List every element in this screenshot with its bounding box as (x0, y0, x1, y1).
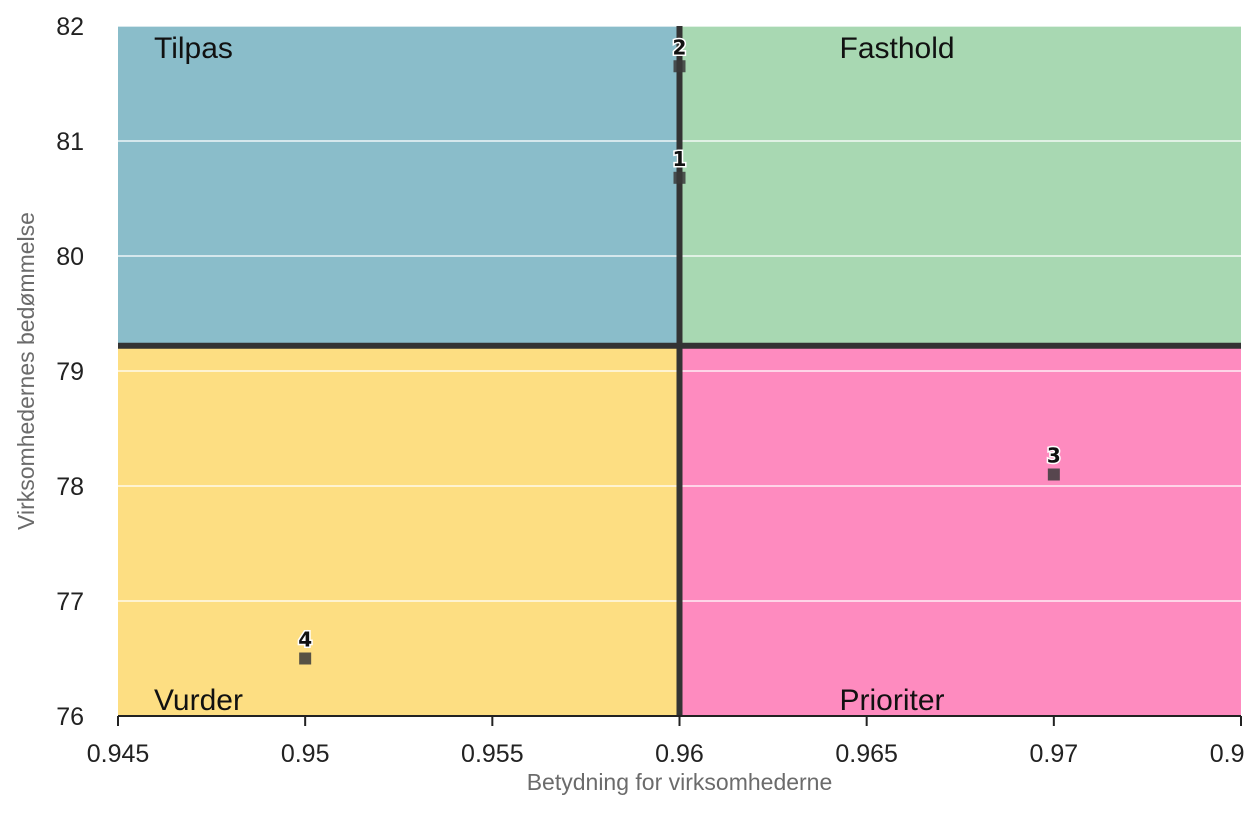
data-point-label: 2 (673, 35, 687, 59)
y-tick-label: 79 (56, 358, 84, 386)
y-tick-label: 76 (56, 703, 84, 731)
x-tick-label: 0.965 (835, 740, 898, 768)
x-tick-label: 0.975 (1210, 740, 1245, 768)
quadrant-vurder (118, 345, 680, 716)
quadrant-label-fasthold: Fasthold (840, 32, 955, 65)
x-tick-label: 0.945 (87, 740, 150, 768)
x-tick-label: 0.955 (461, 740, 524, 768)
data-point-marker (673, 171, 686, 184)
data-point-marker (1047, 468, 1060, 481)
x-tick-label: 0.96 (655, 740, 704, 768)
y-tick-label: 78 (56, 473, 84, 501)
data-points: 1 2 3 4 (297, 34, 1062, 665)
y-tick-label: 81 (56, 128, 84, 156)
quadrant-labels: Tilpas Fasthold Vurder Prioriter (154, 32, 955, 717)
y-tick-label: 80 (56, 243, 84, 271)
data-point-label: 3 (1047, 444, 1061, 468)
data-point-label: 4 (298, 628, 312, 652)
quadrant-label-vurder: Vurder (154, 684, 243, 717)
data-point-marker (673, 60, 686, 73)
quadrant-fasthold (679, 26, 1241, 346)
quadrant-dividers (118, 26, 1241, 716)
data-point-label: 1 (673, 147, 687, 171)
quadrant-label-tilpas: Tilpas (154, 32, 233, 65)
quadrant-prioriter (679, 345, 1241, 716)
data-point-marker (299, 652, 312, 665)
x-axis-title: Betydning for virksomhederne (527, 769, 833, 795)
axes: 0.945 0.95 0.955 0.96 0.965 0.97 0.975 76 77 78 79… (56, 13, 1245, 768)
x-tick-label: 0.95 (281, 740, 330, 768)
quadrant-tilpas (118, 26, 680, 346)
y-tick-label: 77 (56, 588, 84, 616)
quadrant-label-prioriter: Prioriter (840, 684, 945, 717)
quadrant-backgrounds (118, 26, 1241, 716)
y-tick-label: 82 (56, 13, 84, 41)
y-axis-title: Virksomhedernes bedømmelse (13, 212, 39, 530)
x-tick-label: 0.97 (1029, 740, 1078, 768)
